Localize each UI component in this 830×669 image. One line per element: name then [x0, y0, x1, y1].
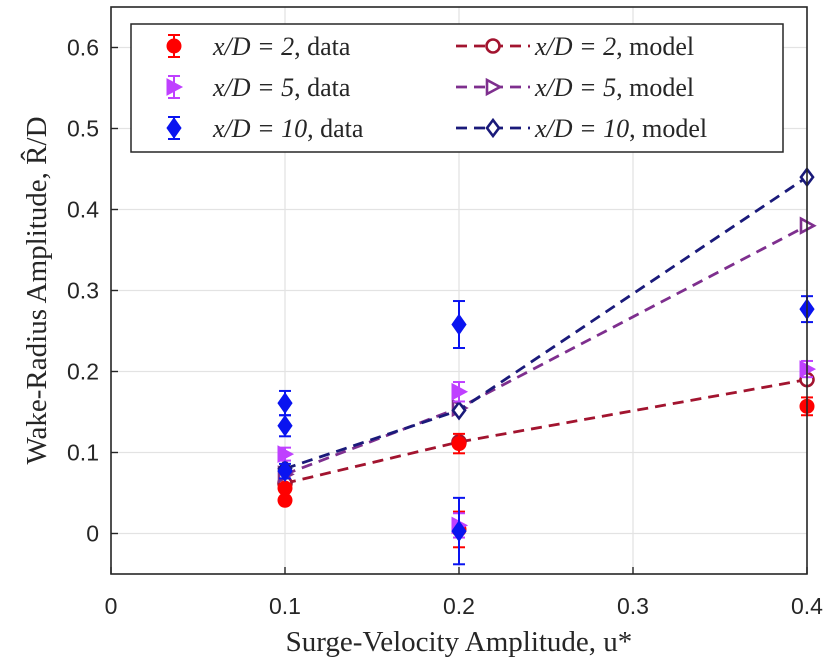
data-point — [277, 414, 293, 437]
y-tick-label: 0.1 — [67, 440, 99, 466]
data-series-1 — [277, 359, 817, 539]
y-tick-label: 0.2 — [67, 359, 99, 385]
legend-marker — [485, 38, 501, 54]
model-series-4 — [277, 216, 817, 484]
legend-entry: x/D = 5, data — [166, 73, 351, 102]
x-tick-label: 0 — [105, 593, 118, 619]
model-point — [451, 400, 467, 421]
legend-entry: x/D = 2, model — [456, 32, 694, 61]
legend-label: x/D = 5, data — [212, 73, 351, 102]
legend-label: x/D = 2, data — [212, 32, 351, 61]
legend-entry: x/D = 10, model — [456, 114, 707, 143]
y-tick-label: 0.5 — [67, 116, 99, 142]
legend-marker — [485, 117, 501, 139]
legend-entry: x/D = 2, data — [166, 32, 351, 61]
data-point — [451, 382, 469, 401]
model-series-5 — [277, 166, 815, 479]
data-point — [451, 436, 467, 452]
x-tick-label: 0.2 — [443, 593, 475, 619]
data-point — [277, 480, 293, 496]
y-tick-label: 0.6 — [67, 35, 99, 61]
x-tick-label: 0.1 — [269, 593, 301, 619]
legend-entry: x/D = 5, model — [456, 73, 694, 102]
legend-entry: x/D = 10, data — [166, 114, 364, 143]
legend: x/D = 2, data x/D = 2, model x/D = 5, data… — [130, 23, 784, 153]
model-series-3 — [277, 371, 815, 492]
data-series-2 — [277, 295, 815, 566]
axis-ticks: 0 0.1 0.2 0.3 0.4 0 0.1 0.2 0.3 0.4 0.5 0.6 — [67, 35, 823, 620]
legend-label: x/D = 5, model — [534, 73, 694, 102]
model-line — [284, 378, 808, 485]
data-point — [451, 520, 467, 542]
data-point — [277, 392, 293, 414]
y-tick-label: 0.4 — [67, 197, 99, 223]
legend-marker — [485, 77, 503, 97]
legend-label: x/D = 10, data — [212, 114, 364, 143]
data-point — [277, 445, 295, 463]
y-axis-label: Wake-Radius Amplitude, R̂/D — [19, 116, 53, 464]
data-series-0 — [277, 396, 815, 549]
legend-marker — [166, 78, 184, 96]
series-layer — [277, 166, 817, 566]
data-point — [451, 313, 467, 336]
model-line — [284, 224, 808, 476]
y-tick-label: 0 — [86, 521, 99, 547]
x-axis-label: Surge-Velocity Amplitude, u* — [286, 626, 633, 658]
x-tick-label: 0.3 — [617, 593, 649, 619]
model-line — [284, 175, 808, 471]
legend-label: x/D = 10, model — [534, 114, 707, 143]
x-tick-label: 0.4 — [791, 593, 823, 619]
legend-marker — [166, 117, 182, 139]
legend-marker — [166, 38, 182, 54]
data-point — [277, 460, 293, 483]
y-tick-label: 0.3 — [67, 278, 99, 304]
legend-label: x/D = 2, model — [534, 32, 694, 61]
